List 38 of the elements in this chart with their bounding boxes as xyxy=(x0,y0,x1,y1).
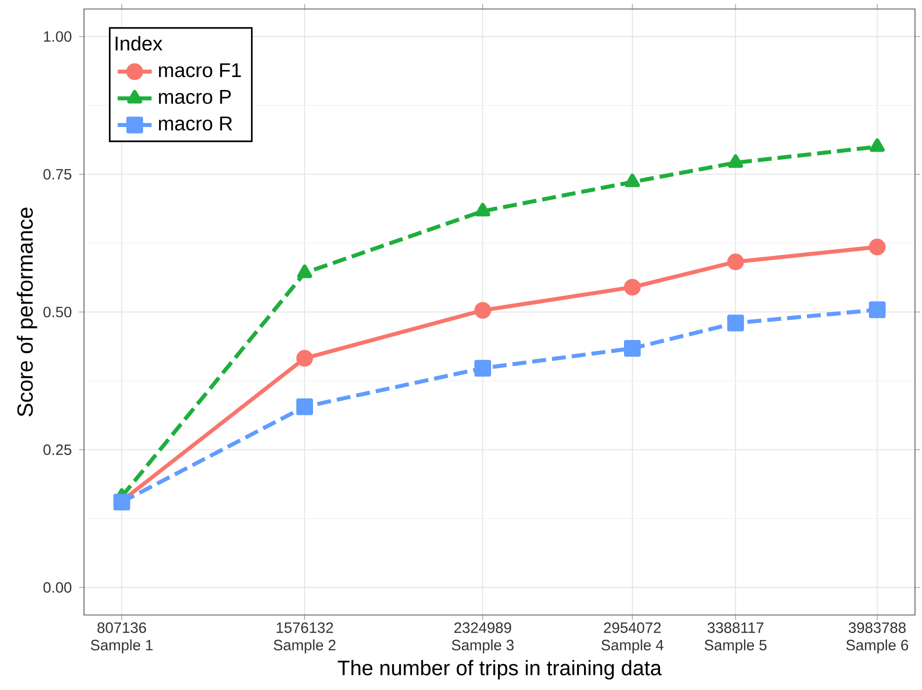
x-tick-label: 2324989 xyxy=(454,622,512,633)
y-tick-label: 0.75 xyxy=(43,168,72,180)
legend-label: macro F1 xyxy=(159,63,241,78)
point xyxy=(624,340,641,357)
legend-label: macro R xyxy=(159,116,232,131)
text: Sample 3 xyxy=(452,639,514,654)
point xyxy=(727,314,744,332)
point xyxy=(624,174,640,188)
x-tick-label: 3983788 xyxy=(848,622,906,633)
text: Sample 2 xyxy=(274,639,336,654)
x-tick-label: 3388117 xyxy=(708,622,764,633)
point xyxy=(727,253,744,270)
text: Sample 4 xyxy=(601,639,664,654)
point xyxy=(868,301,886,318)
x-tick-label: 807136 xyxy=(97,622,146,633)
x-tick-label: 2954072 xyxy=(604,622,661,633)
text: Sample 6 xyxy=(846,639,908,654)
x-tick-label: 1576132 xyxy=(276,622,333,633)
point xyxy=(728,154,744,168)
point xyxy=(624,278,641,296)
point xyxy=(296,398,314,416)
point xyxy=(868,238,886,256)
y-tick-label: 0.25 xyxy=(43,444,72,456)
y-tick-label: 0.00 xyxy=(43,582,72,593)
point xyxy=(870,138,885,152)
y-axis-title: Score of performance xyxy=(16,208,38,416)
x-axis-title: The number of trips in training data xyxy=(338,660,662,680)
legend-label: macro P xyxy=(159,90,231,104)
point xyxy=(474,360,492,377)
text: Sample 5 xyxy=(704,639,766,654)
point xyxy=(474,302,492,319)
y-tick-label: 1.00 xyxy=(44,31,72,42)
point xyxy=(475,202,490,216)
point xyxy=(296,350,314,367)
point xyxy=(297,264,312,278)
y-tick-label: 0.50 xyxy=(43,306,72,318)
text: Sample 1 xyxy=(90,639,153,654)
legend-title: Index xyxy=(116,36,162,51)
